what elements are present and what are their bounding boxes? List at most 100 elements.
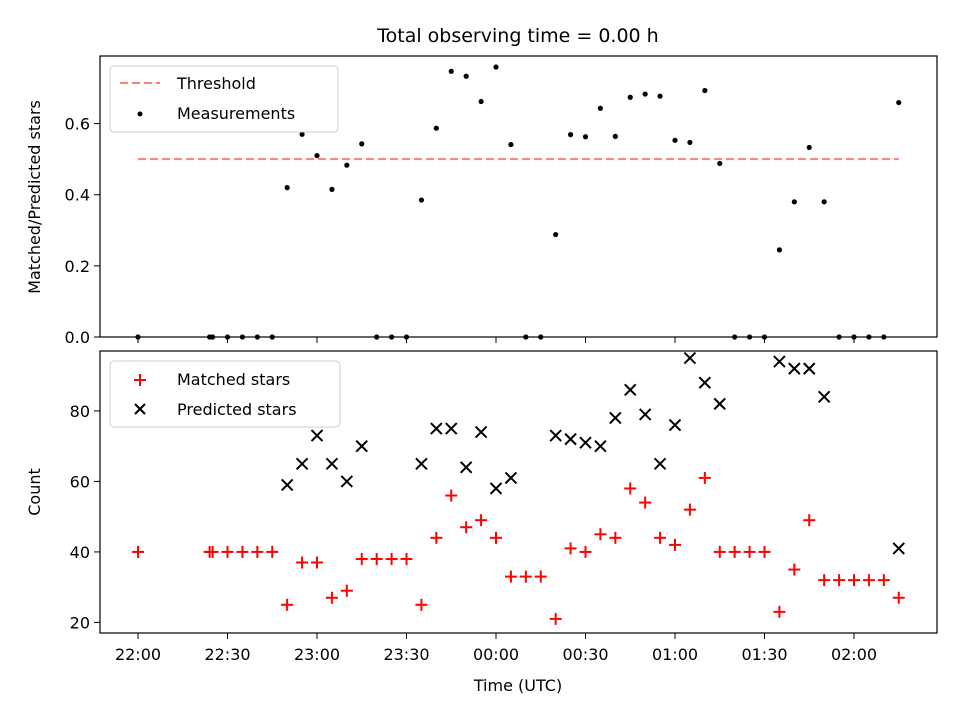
- predicted-star-point: [445, 422, 458, 435]
- measurement-point: [657, 93, 663, 99]
- measurement-point: [239, 334, 246, 340]
- measurement-point: [597, 105, 604, 111]
- predicted-star-point: [788, 362, 801, 375]
- predicted-star-point: [430, 422, 443, 435]
- predicted-star-point: [653, 457, 667, 471]
- matched-star-point: [340, 584, 353, 597]
- measurement-point: [761, 334, 768, 340]
- y-tick-label: 0.2: [65, 257, 90, 276]
- measurement-point: [344, 162, 350, 168]
- matched-star-point: [877, 574, 890, 587]
- x-tick-label: 01:30: [741, 645, 787, 664]
- predicted-star-point: [295, 457, 309, 471]
- measurement-point: [717, 160, 723, 167]
- matched-star-point: [743, 545, 756, 558]
- bottom-legend: Matched stars Predicted stars: [109, 360, 341, 428]
- matched-star-point: [683, 503, 696, 516]
- predicted-star-point: [355, 439, 368, 453]
- predicted-star-point: [609, 411, 622, 425]
- measurement-point: [836, 334, 842, 340]
- predicted-star-point: [624, 383, 637, 396]
- matched-star-point: [728, 545, 741, 558]
- measurement-point: [567, 132, 574, 138]
- matched-star-point: [445, 489, 458, 502]
- top-y-ticks: 0.0 0.2 0.4 0.6: [65, 115, 100, 347]
- matched-star-point: [549, 612, 562, 625]
- y-tick-label: 60: [70, 472, 90, 491]
- matched-star-point: [639, 496, 652, 509]
- measurement-point: [314, 152, 320, 159]
- measurement-point: [776, 247, 783, 253]
- y-tick-label: 0.4: [65, 186, 90, 205]
- bottom-panel: Count 20 40 60 80 22:00 22:30 23:00 23:30 00:00…: [25, 350, 938, 664]
- measurement-point: [746, 334, 753, 340]
- predicted-star-point: [713, 397, 726, 411]
- matched-star-point: [400, 552, 413, 565]
- predicted-star-point: [474, 425, 488, 439]
- matched-star-point: [266, 545, 279, 558]
- matched-star-point: [624, 482, 637, 495]
- predicted-star-point: [489, 482, 503, 495]
- legend-label-threshold: Threshold: [176, 74, 256, 93]
- measurement-point: [866, 334, 872, 340]
- predicted-star-point: [803, 362, 816, 375]
- measurement-point: [508, 141, 514, 148]
- predicted-star-point: [415, 457, 428, 471]
- predicted-star-point: [594, 439, 607, 453]
- measurement-point: [403, 334, 410, 340]
- matched-star-point: [325, 591, 338, 604]
- matched-star-point: [848, 574, 860, 587]
- x-tick-label: 00:30: [562, 645, 608, 664]
- measurement-point: [553, 231, 559, 238]
- predicted-star-point: [698, 376, 712, 389]
- y-tick-label: 20: [70, 613, 90, 632]
- matched-star-point: [698, 471, 711, 484]
- predicted-star-point: [340, 475, 354, 488]
- measurement-point: [627, 94, 633, 100]
- predicted-star-point: [504, 471, 518, 485]
- matched-star-point: [773, 605, 786, 618]
- measurement-point: [209, 334, 216, 340]
- chart-title: Total observing time = 0.00 h: [376, 25, 658, 47]
- matched-star-point: [818, 574, 831, 587]
- bottom-x-ticks: 22:00 22:30 23:00 23:30 00:00 00:30 01:00 01:30…: [115, 633, 877, 664]
- x-tick-label: 23:30: [383, 645, 429, 664]
- y-tick-label: 0.0: [65, 328, 90, 347]
- bottom-y-axis-label: Count: [25, 468, 44, 516]
- x-axis-label: Time (UTC): [473, 676, 562, 695]
- predicted-star-point: [549, 429, 562, 442]
- matched-star-point: [862, 574, 875, 587]
- measurement-point: [299, 131, 305, 137]
- measurement-point: [702, 87, 708, 94]
- predicted-star-point: [459, 461, 473, 474]
- x-tick-label: 02:00: [831, 645, 877, 664]
- predicted-star-point: [564, 432, 577, 446]
- matched-star-point: [609, 531, 622, 544]
- predicted-star-point: [325, 457, 339, 471]
- measurement-point: [493, 64, 499, 70]
- measurement-point: [269, 334, 275, 340]
- legend-label-matched: Matched stars: [177, 370, 290, 389]
- measurement-point: [463, 73, 469, 79]
- measurement-point: [732, 334, 738, 340]
- top-plot-marks: [135, 64, 902, 340]
- matched-star-point: [251, 545, 264, 558]
- matched-star-point: [803, 514, 816, 527]
- measurement-point: [284, 185, 290, 191]
- matched-star-point: [221, 545, 234, 558]
- matched-star-point: [654, 531, 667, 544]
- matched-star-point: [475, 514, 488, 527]
- matched-star-point: [132, 545, 144, 558]
- measurement-point: [687, 139, 693, 146]
- measurement-point: [448, 68, 454, 74]
- matched-legend-marker: [134, 374, 146, 386]
- matched-star-point: [758, 545, 771, 558]
- matched-star-point: [460, 521, 473, 534]
- predicted-star-point: [773, 355, 786, 368]
- predicted-star-point: [892, 542, 905, 555]
- matched-star-point: [534, 570, 547, 583]
- measurement-point: [224, 334, 231, 340]
- measurements-legend-marker: [137, 111, 143, 117]
- matched-star-point: [355, 552, 368, 565]
